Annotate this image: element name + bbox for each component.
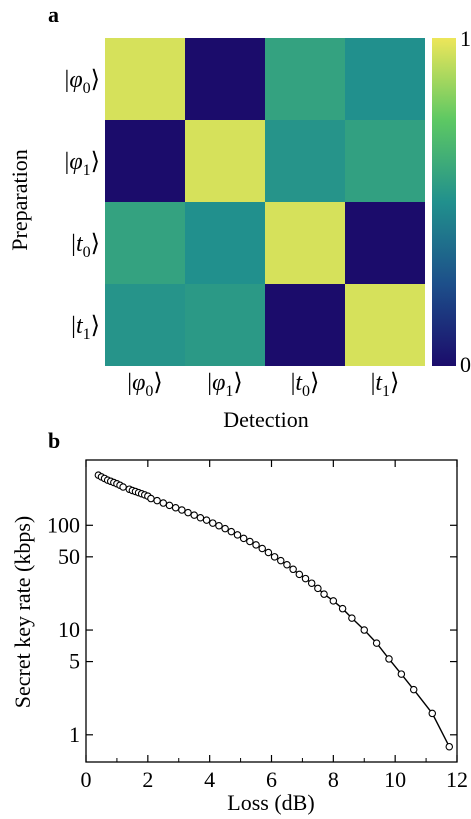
data-point [385, 655, 393, 663]
heatmap-col-label: |t0⟩ [291, 370, 320, 400]
data-point [277, 556, 285, 565]
heatmap-cell [345, 202, 425, 284]
data-point [159, 499, 168, 507]
x-tick-label: 0 [81, 767, 92, 792]
x-tick-label: 6 [266, 767, 277, 792]
data-point [329, 597, 338, 605]
colorbar [432, 38, 456, 366]
heatmap-row-label: |φ0⟩ [65, 67, 100, 97]
data-point [264, 548, 273, 557]
panel-a-label: a [48, 2, 59, 27]
heatmap-col-labels: |φ0⟩ |φ1⟩ |t0⟩ |t1⟩ [127, 370, 399, 400]
line-axes: 0 2 4 6 8 10 12 1 5 10 50 100 [47, 460, 468, 792]
heatmap-col-label: |t1⟩ [371, 370, 400, 400]
data-point [409, 685, 418, 694]
data-point [246, 537, 254, 546]
data-point [190, 511, 198, 519]
data-point [258, 544, 266, 553]
heatmap-cell [105, 202, 185, 284]
heatmap-cell [105, 38, 185, 120]
y-tick-label: 5 [69, 649, 80, 674]
x-tick-label: 10 [384, 767, 406, 792]
heatmap-cell [105, 284, 185, 366]
heatmap [105, 38, 425, 366]
data-point [165, 501, 174, 510]
heatmap-cell [185, 38, 265, 120]
heatmap-row-labels: |φ0⟩ |φ1⟩ |t0⟩ |t1⟩ [65, 67, 100, 343]
y-tick-label: 50 [58, 544, 80, 569]
data-point [239, 534, 248, 543]
heatmap-cell [265, 38, 345, 120]
data-point [184, 508, 192, 517]
data-point [252, 541, 260, 549]
y-tick-label: 100 [47, 512, 80, 537]
data-point [301, 574, 310, 583]
data-point [348, 614, 356, 622]
heatmap-cell [185, 120, 265, 202]
line-x-axis-title: Loss (dB) [227, 790, 314, 815]
colorbar-min-label: 0 [460, 352, 471, 377]
data-point [397, 670, 406, 678]
y-tick-label: 10 [58, 617, 80, 642]
x-tick-label: 8 [328, 767, 339, 792]
data-point [307, 579, 316, 587]
x-tick-label: 12 [446, 767, 468, 792]
data-point [119, 483, 127, 491]
data-point [153, 496, 161, 505]
data-point [196, 514, 205, 522]
heatmap-cell [105, 120, 185, 202]
data-point [202, 516, 211, 524]
data-point [171, 504, 180, 512]
data-point [221, 524, 229, 533]
heatmap-cell [265, 202, 345, 284]
data-point [270, 553, 279, 561]
heatmap-row-label: |t1⟩ [71, 313, 100, 343]
data-point [320, 590, 328, 598]
data-point [295, 570, 304, 579]
x-tick-label: 4 [204, 767, 215, 792]
data-point [178, 506, 186, 514]
heatmap-cell [265, 120, 345, 202]
data-point [233, 531, 242, 539]
heatmap-cell [185, 284, 265, 366]
heatmap-col-label: |φ0⟩ [127, 370, 162, 400]
data-point [283, 561, 291, 569]
y-tick-label: 1 [69, 722, 80, 747]
data-point [372, 639, 381, 647]
line-y-axis-title: Secret key rate (kbps) [10, 516, 35, 708]
data-point [314, 584, 322, 593]
data-point [227, 527, 236, 536]
heatmap-row-label: |t0⟩ [71, 231, 100, 261]
heatmap-cell [345, 120, 425, 202]
data-point [215, 521, 223, 530]
heatmap-row-label: |φ1⟩ [65, 149, 100, 179]
data-point [360, 626, 368, 634]
data-point [209, 519, 217, 527]
data-point [445, 742, 454, 751]
data-point [147, 494, 155, 503]
heatmap-y-axis-title: Preparation [7, 149, 32, 250]
data-point [338, 604, 347, 613]
data-point [289, 565, 297, 574]
x-tick-label: 2 [142, 767, 153, 792]
panel-b-label: b [48, 428, 60, 453]
series-line [98, 474, 450, 748]
heatmap-col-label: |φ1⟩ [207, 370, 242, 400]
heatmap-cell [345, 284, 425, 366]
heatmap-cell [265, 284, 345, 366]
line-series [94, 471, 454, 751]
heatmap-cell [345, 38, 425, 120]
plot-frame [85, 459, 458, 763]
heatmap-cell [185, 202, 265, 284]
data-point [428, 709, 437, 718]
heatmap-x-axis-title: Detection [223, 407, 309, 432]
colorbar-max-label: 1 [460, 26, 471, 51]
